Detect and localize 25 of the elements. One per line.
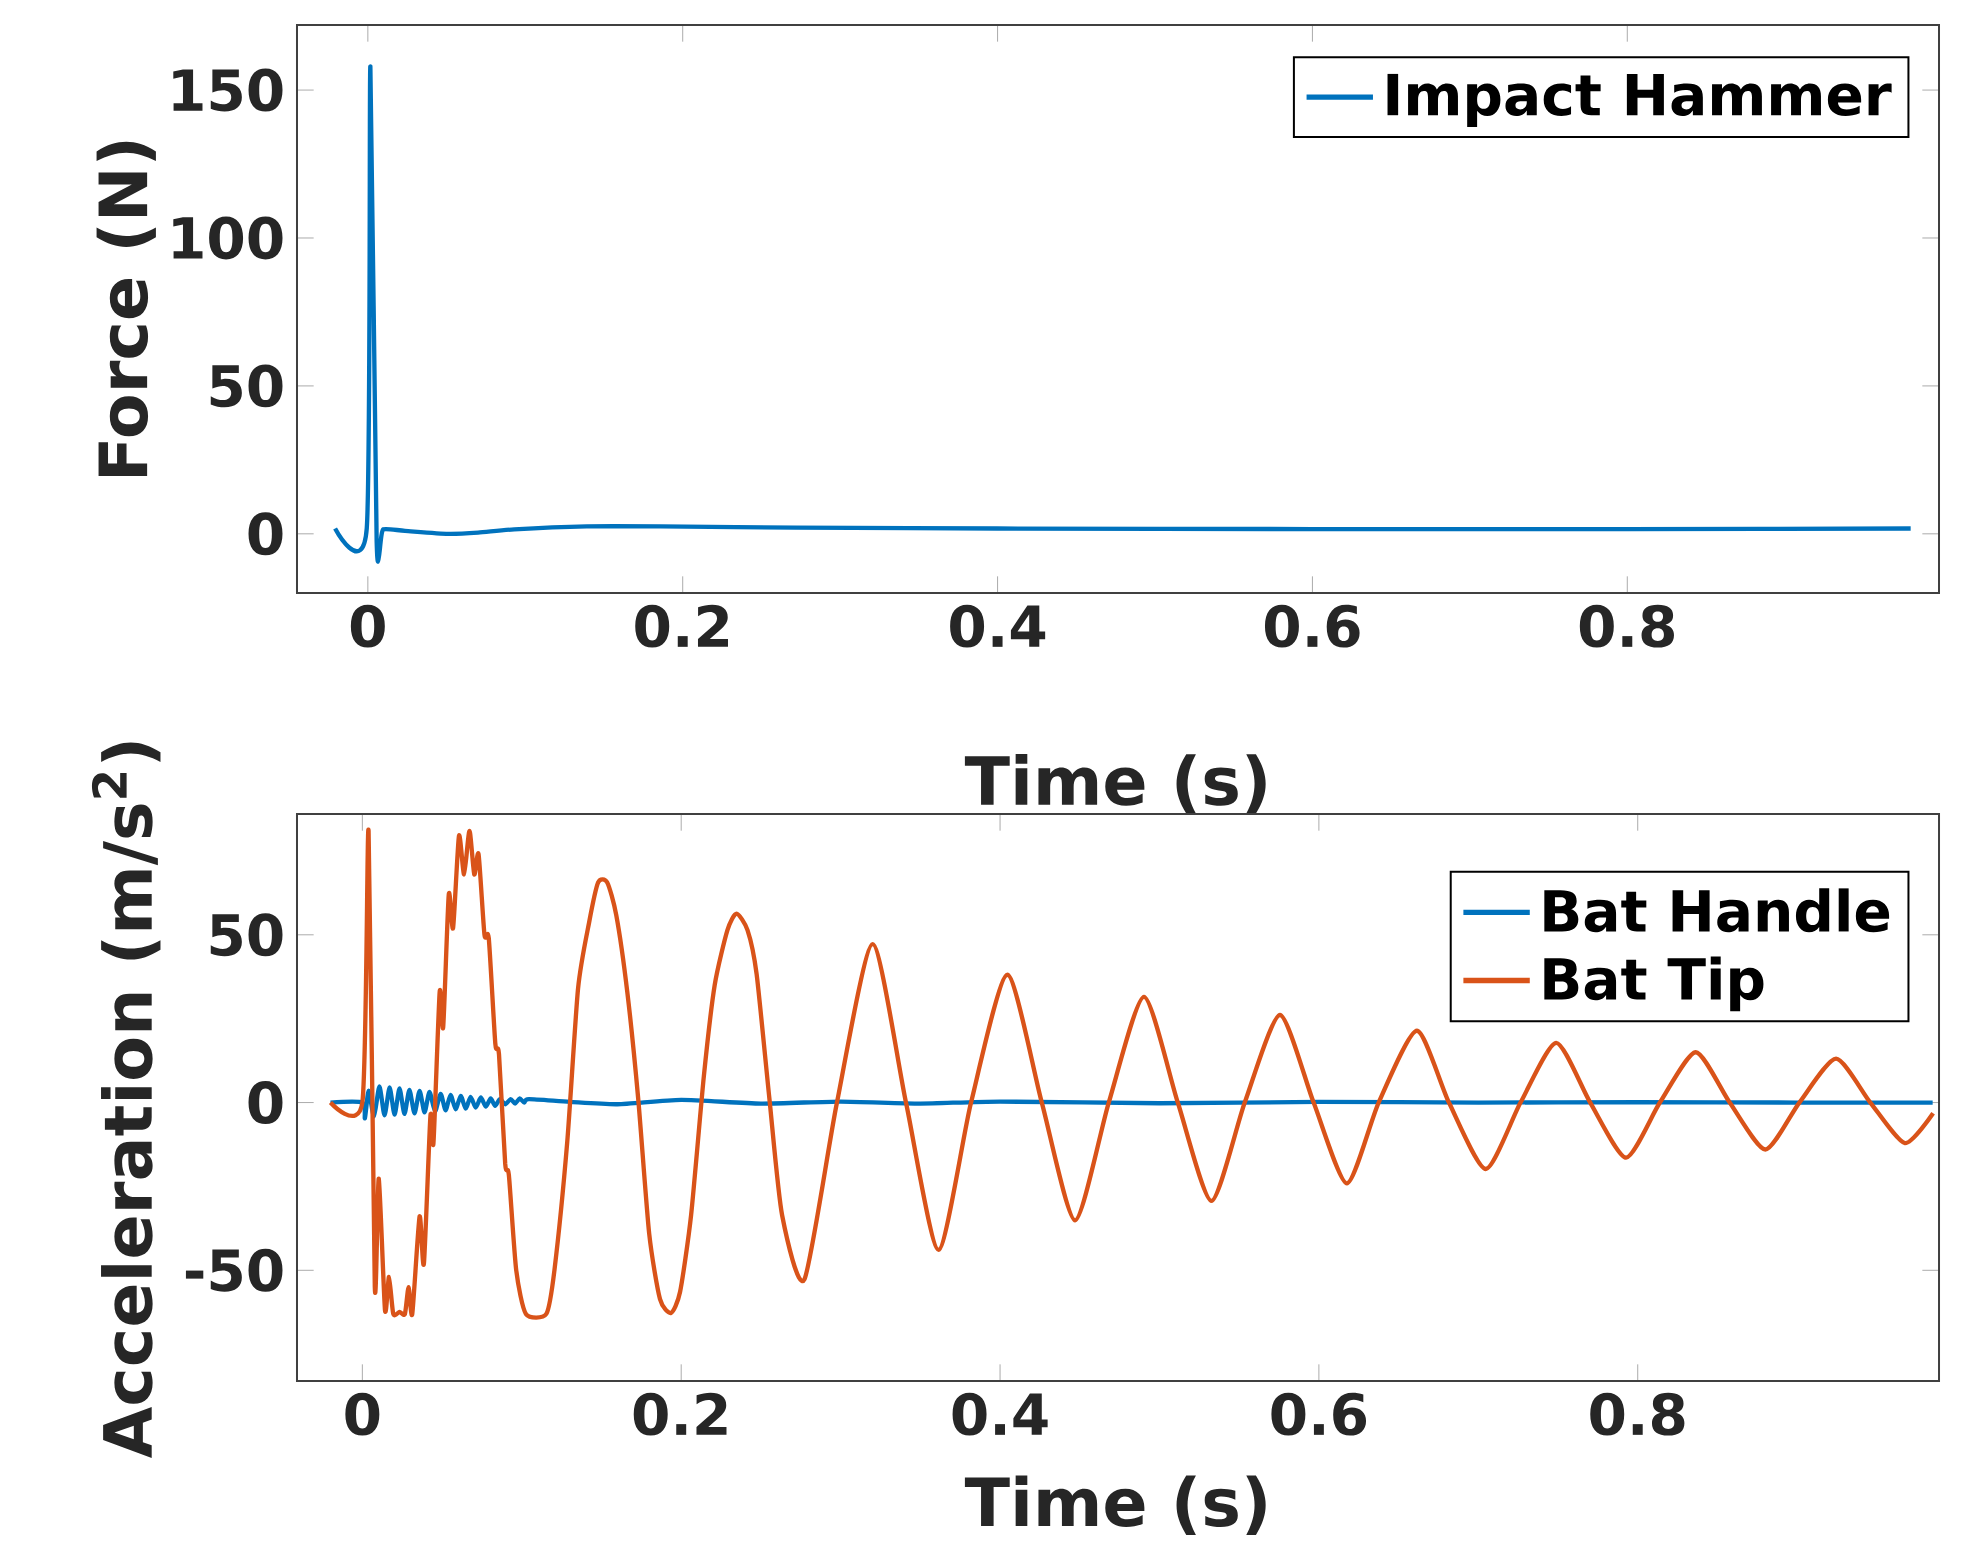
x-tick-label: 0.6 [1271, 1392, 1367, 1436]
x-tick-label: 0 [350, 604, 385, 648]
x-tick-label: 0.4 [950, 604, 1046, 648]
x-axis-title: Time (s) [964, 754, 1266, 814]
x-tick-label: 0.2 [635, 604, 728, 648]
x-tick-label: 0.4 [952, 1392, 1048, 1436]
x-tick-label: 0.2 [633, 1392, 727, 1436]
y-axis-title: Acceleration (m/s$^{2}$) [91, 742, 161, 1458]
y-axis-title: Force (N) [96, 141, 156, 476]
x-axis-title: Time (s) [964, 1475, 1266, 1535]
x-tick-label: 0.8 [1590, 1392, 1685, 1436]
y-tick-label: -50 [185, 1248, 283, 1292]
y-tick-label: 50 [210, 364, 283, 408]
line-series [328, 1084, 1935, 1121]
y-tick-label: 150 [173, 68, 283, 112]
legend-label: Bat Handle [1544, 888, 1890, 933]
y-tick-label: 100 [173, 216, 283, 260]
legend-label: Impact Hammer [1387, 73, 1892, 127]
x-tick-label: 0.6 [1264, 604, 1360, 648]
legend-label: Bat Tip [1544, 956, 1764, 1012]
y-tick-label: 0 [248, 1081, 283, 1124]
y-tick-label: 50 [210, 913, 283, 957]
x-tick-label: 0.8 [1579, 604, 1674, 648]
x-tick-label: 0 [345, 1392, 380, 1436]
y-tick-label: 0 [248, 512, 283, 556]
